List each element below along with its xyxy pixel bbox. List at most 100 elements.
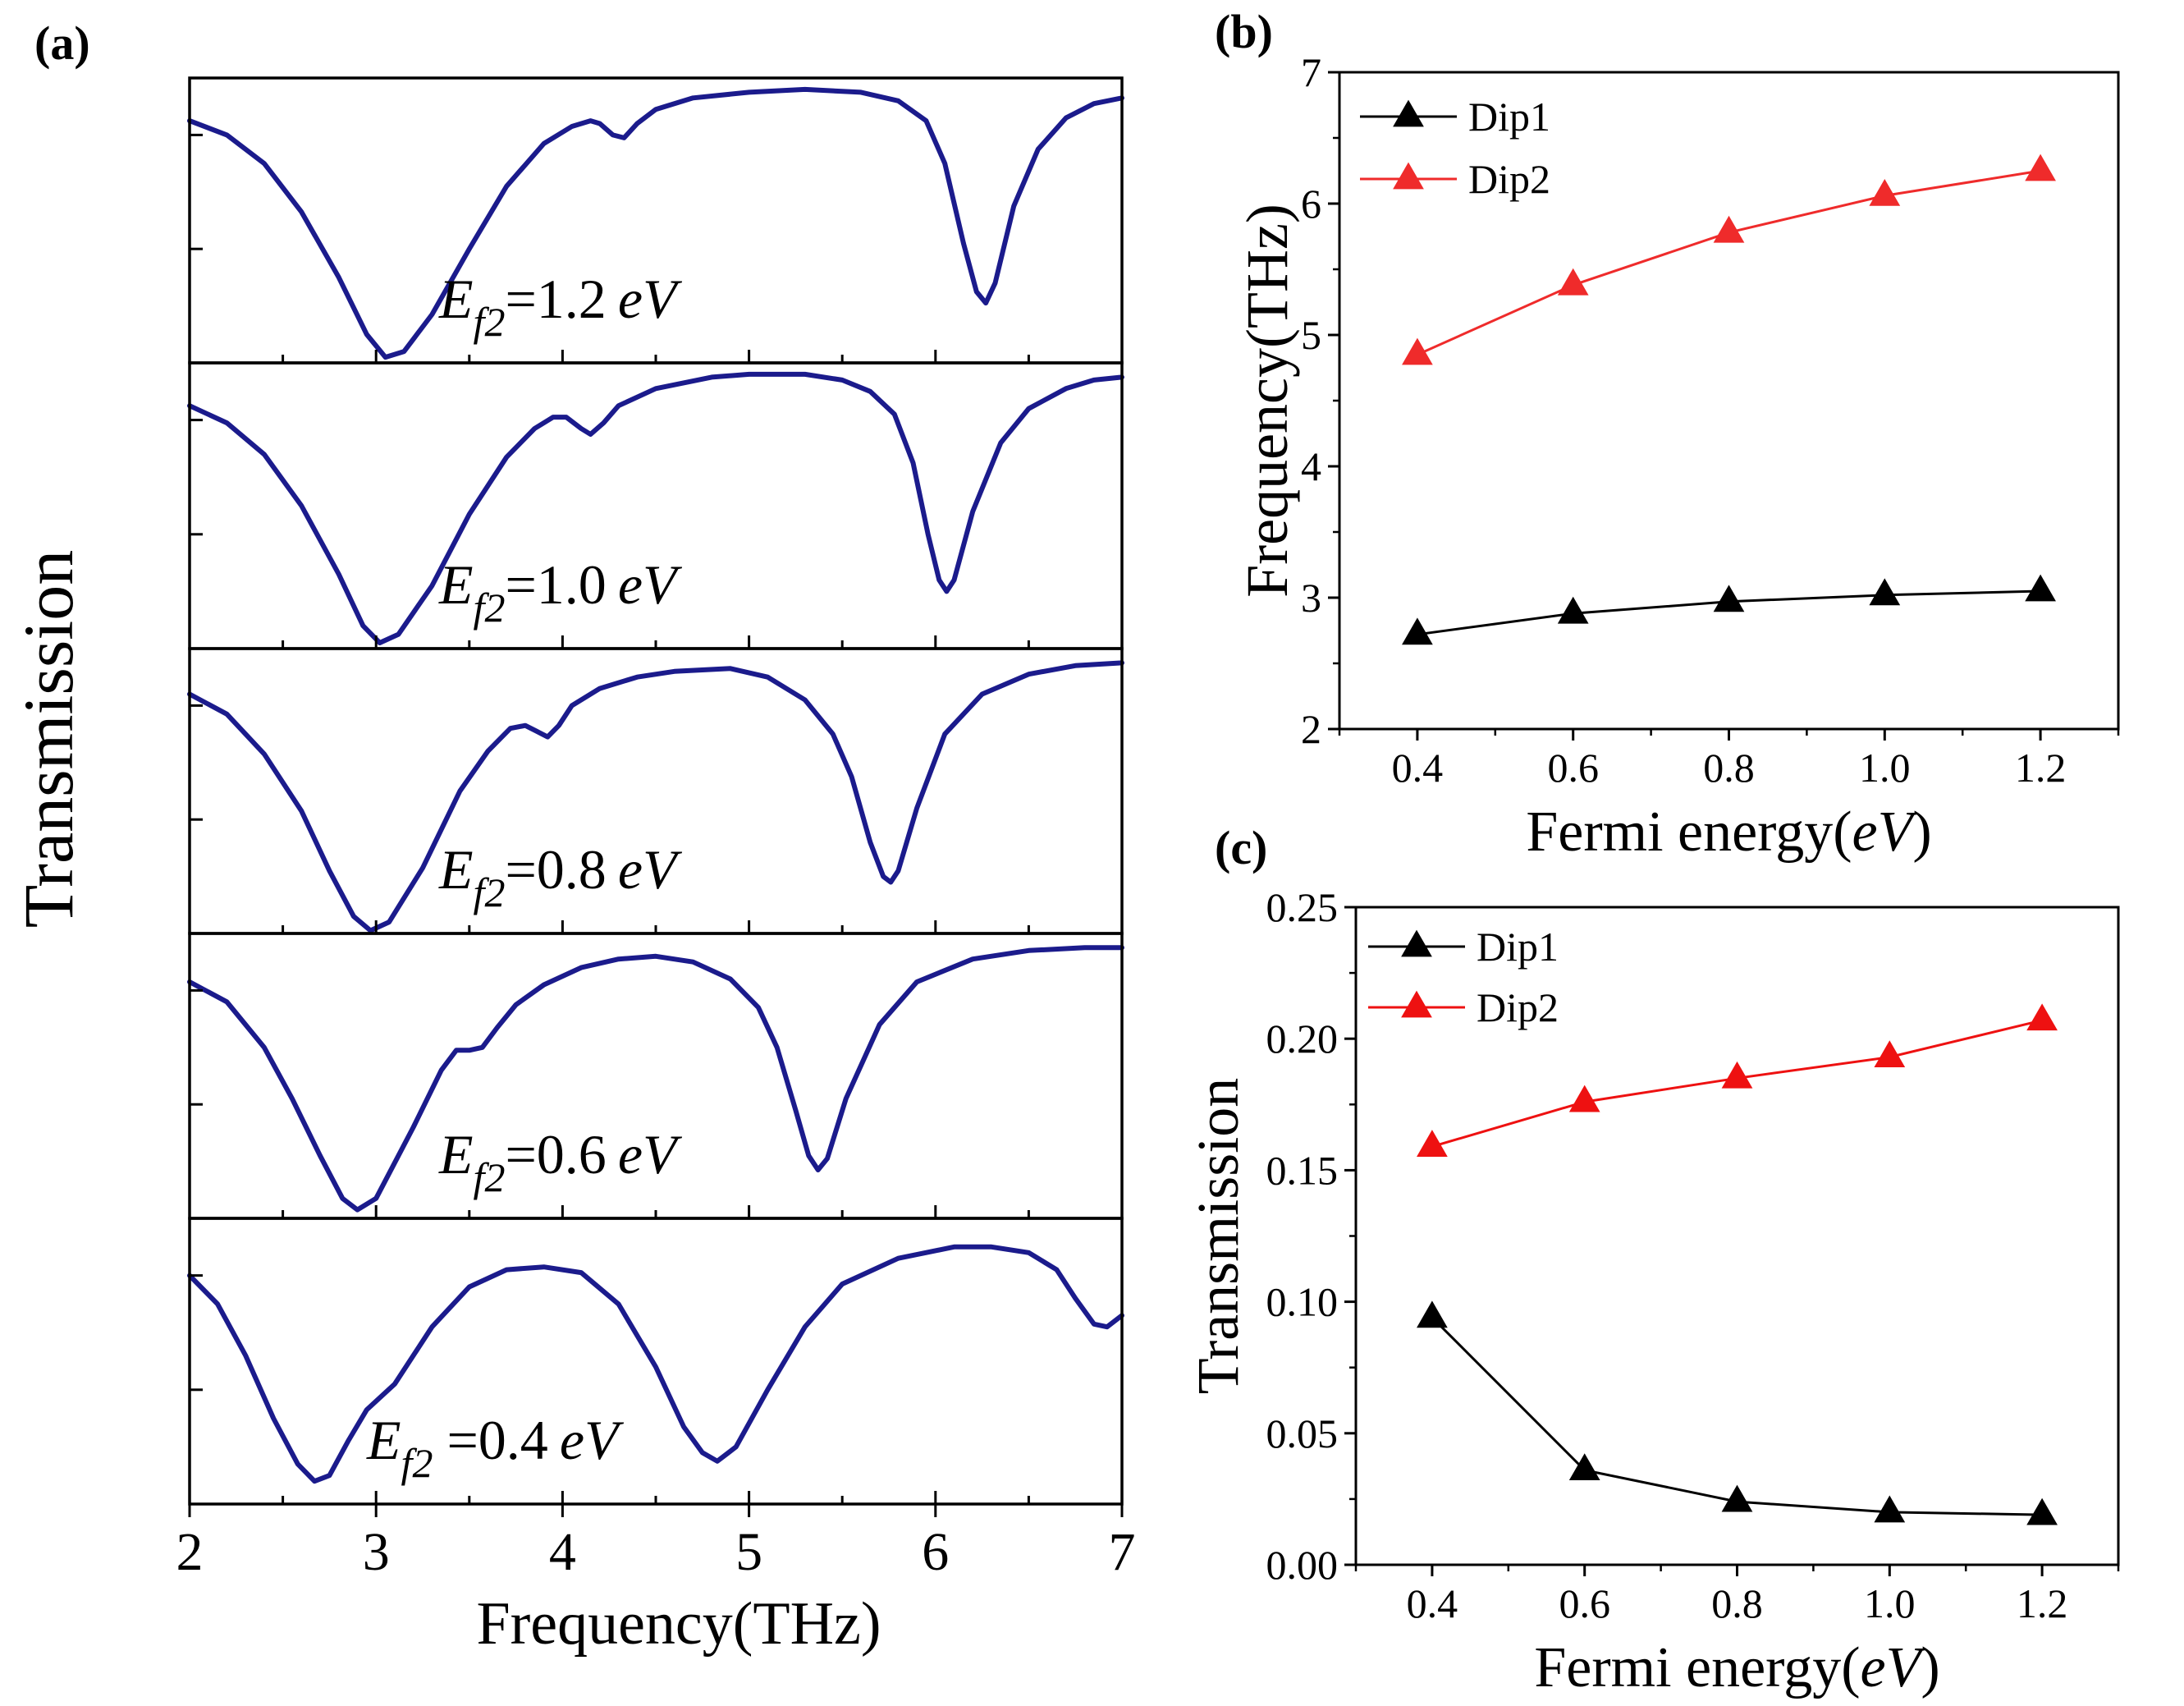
plot-frame <box>1354 906 2120 1566</box>
y-tick-label: 5 <box>1301 312 1321 358</box>
x-tick-label: 5 <box>735 1522 762 1582</box>
dip1-point <box>1568 1453 1600 1481</box>
plot-frame <box>1338 71 2120 731</box>
x-tick-label: 1.0 <box>1859 745 1911 791</box>
annotation-unit: eV <box>618 553 683 616</box>
panel-b: (b) 0.4 0.6 0.8 1.0 1.2 2 3 4 5 6 7 Dip1 Dip2 Fermi e… <box>1215 5 2120 864</box>
x-tick-label: 2 <box>176 1522 204 1582</box>
annotation-unit: eV <box>618 268 683 330</box>
x-axis-title: Fermi energy(eV) <box>1526 800 1931 864</box>
x-tick-label: 0.4 <box>1392 745 1444 791</box>
legend-marker <box>1401 990 1432 1018</box>
annotation-symbol: E <box>438 838 474 901</box>
legend-label: Dip1 <box>1477 924 1559 970</box>
dip1-point <box>2025 574 2056 602</box>
dip2-point <box>1557 268 1589 296</box>
y-tick-label: 0.15 <box>1266 1147 1339 1193</box>
x-axis-title-end: ) <box>1921 1636 1939 1699</box>
legend-marker <box>1393 162 1424 190</box>
annotation-value: =0.6 <box>505 1123 606 1185</box>
subplot-2: Ef2=0.8 eV <box>187 660 1124 933</box>
dip1-point <box>2026 1497 2058 1525</box>
y-axis-title: Transmission <box>1185 1078 1251 1394</box>
x-tick-label: 3 <box>363 1522 390 1582</box>
transmission-curve-0 <box>187 86 1124 360</box>
series-dip2 <box>1402 154 2056 365</box>
transmission-curve-2 <box>187 660 1124 933</box>
subplot-0: Ef2=1.2 eV <box>187 86 1124 363</box>
series-dip1 <box>1402 574 2056 645</box>
annotation-value: =1.0 <box>505 553 606 616</box>
legend-item-dip1: Dip1 <box>1368 924 1559 970</box>
energy-annotation-2: Ef2=0.8 eV <box>438 838 683 915</box>
panel-c-label: (c) <box>1215 821 1267 874</box>
x-tick-label: 7 <box>1109 1522 1136 1582</box>
y-tick-label: 0.25 <box>1266 884 1339 930</box>
x-tick-label: 6 <box>922 1522 949 1582</box>
annotation-symbol: E <box>438 553 474 616</box>
dip2-point <box>1568 1085 1600 1112</box>
dip1-point <box>1402 617 1433 645</box>
dip1-point <box>1713 585 1745 612</box>
annotation-unit: eV <box>618 1123 683 1185</box>
annotation-symbol: E <box>438 268 474 330</box>
y-tick-label: 0.10 <box>1266 1279 1339 1325</box>
subplot-1: Ef2=1.0 eV <box>187 371 1124 649</box>
panel-c: (c) 0.4 0.6 0.8 1.0 1.20.000.050.100.150.200… <box>1185 821 2120 1699</box>
x-tick-label: 1.2 <box>2017 1580 2068 1626</box>
subplot-4: Ef2 =0.4 eV <box>187 1244 1124 1504</box>
y-tick-label: 4 <box>1301 443 1321 489</box>
annotation-value: =0.4 <box>433 1409 547 1471</box>
x-axis-title-text: Fermi energy( <box>1534 1636 1860 1699</box>
annotation-symbol: E <box>438 1123 474 1185</box>
panel-b-plot: 0.4 0.6 0.8 1.0 1.2 2 3 4 5 6 7 Dip1 Dip2 Fermi energ… <box>1234 49 2120 864</box>
dip2-point <box>2026 1003 2058 1031</box>
panel-b-label: (b) <box>1215 5 1273 58</box>
x-tick-label: 1.0 <box>1864 1580 1916 1626</box>
panel-a-axes: 2 3 4 5 6 7 Frequency(THz) Transmission <box>9 76 1136 1658</box>
series-dip1 <box>1417 1300 2058 1525</box>
series-dip2 <box>1417 1003 2058 1157</box>
dip2-point <box>1417 1130 1448 1157</box>
y-tick-label: 3 <box>1301 575 1321 621</box>
dip1-point <box>1869 578 1901 606</box>
subplot-3: Ef2=0.6 eV <box>187 945 1124 1218</box>
x-axis-title-unit: eV <box>1861 1636 1927 1699</box>
panel-c-plot: 0.4 0.6 0.8 1.0 1.2 0.00 0.05 0.10 0.15 0.20 0.25 D… <box>1185 884 2120 1699</box>
x-tick-label: 1.2 <box>2015 745 2067 791</box>
legend-item-dip2: Dip2 <box>1368 984 1559 1030</box>
dip1-point <box>1721 1484 1753 1512</box>
y-tick-label: 2 <box>1301 706 1321 752</box>
panel-a-label: (a) <box>34 16 90 70</box>
dip1-point <box>1557 596 1589 624</box>
x-tick-label: 4 <box>549 1522 576 1582</box>
annotation-subscript: f2 <box>474 1154 506 1200</box>
energy-annotation-1: Ef2=1.0 eV <box>438 553 683 631</box>
energy-annotation-3: Ef2=0.6 eV <box>438 1123 683 1200</box>
dip1-point <box>1417 1300 1448 1328</box>
annotation-subscript: f2 <box>401 1440 433 1486</box>
legend-item-dip2: Dip2 <box>1360 156 1550 202</box>
legend-marker <box>1393 99 1424 127</box>
y-tick-label: 7 <box>1301 49 1321 95</box>
annotation-subscript: f2 <box>474 869 506 915</box>
x-axis-title: Fermi energy(eV) <box>1534 1636 1939 1699</box>
x-axis-title-end: ) <box>1912 800 1931 864</box>
x-tick-label: 0.8 <box>1711 1580 1763 1626</box>
annotation-subscript: f2 <box>474 299 506 345</box>
x-axis-title: Frequency(THz) <box>476 1590 881 1658</box>
y-tick-label: 6 <box>1301 181 1321 227</box>
legend-label: Dip2 <box>1468 156 1550 202</box>
subplot-frame-4 <box>188 1217 1124 1506</box>
annotation-unit: eV <box>560 1409 625 1471</box>
legend-marker <box>1401 929 1432 957</box>
y-tick-label: 0.05 <box>1266 1410 1339 1456</box>
transmission-curve-4 <box>187 1244 1124 1484</box>
y-tick-label: 0.20 <box>1266 1016 1339 1062</box>
x-axis-title-text: Fermi energy( <box>1526 800 1852 864</box>
legend-item-dip1: Dip1 <box>1360 94 1550 140</box>
energy-annotation-4: Ef2 =0.4 eV <box>366 1409 625 1486</box>
